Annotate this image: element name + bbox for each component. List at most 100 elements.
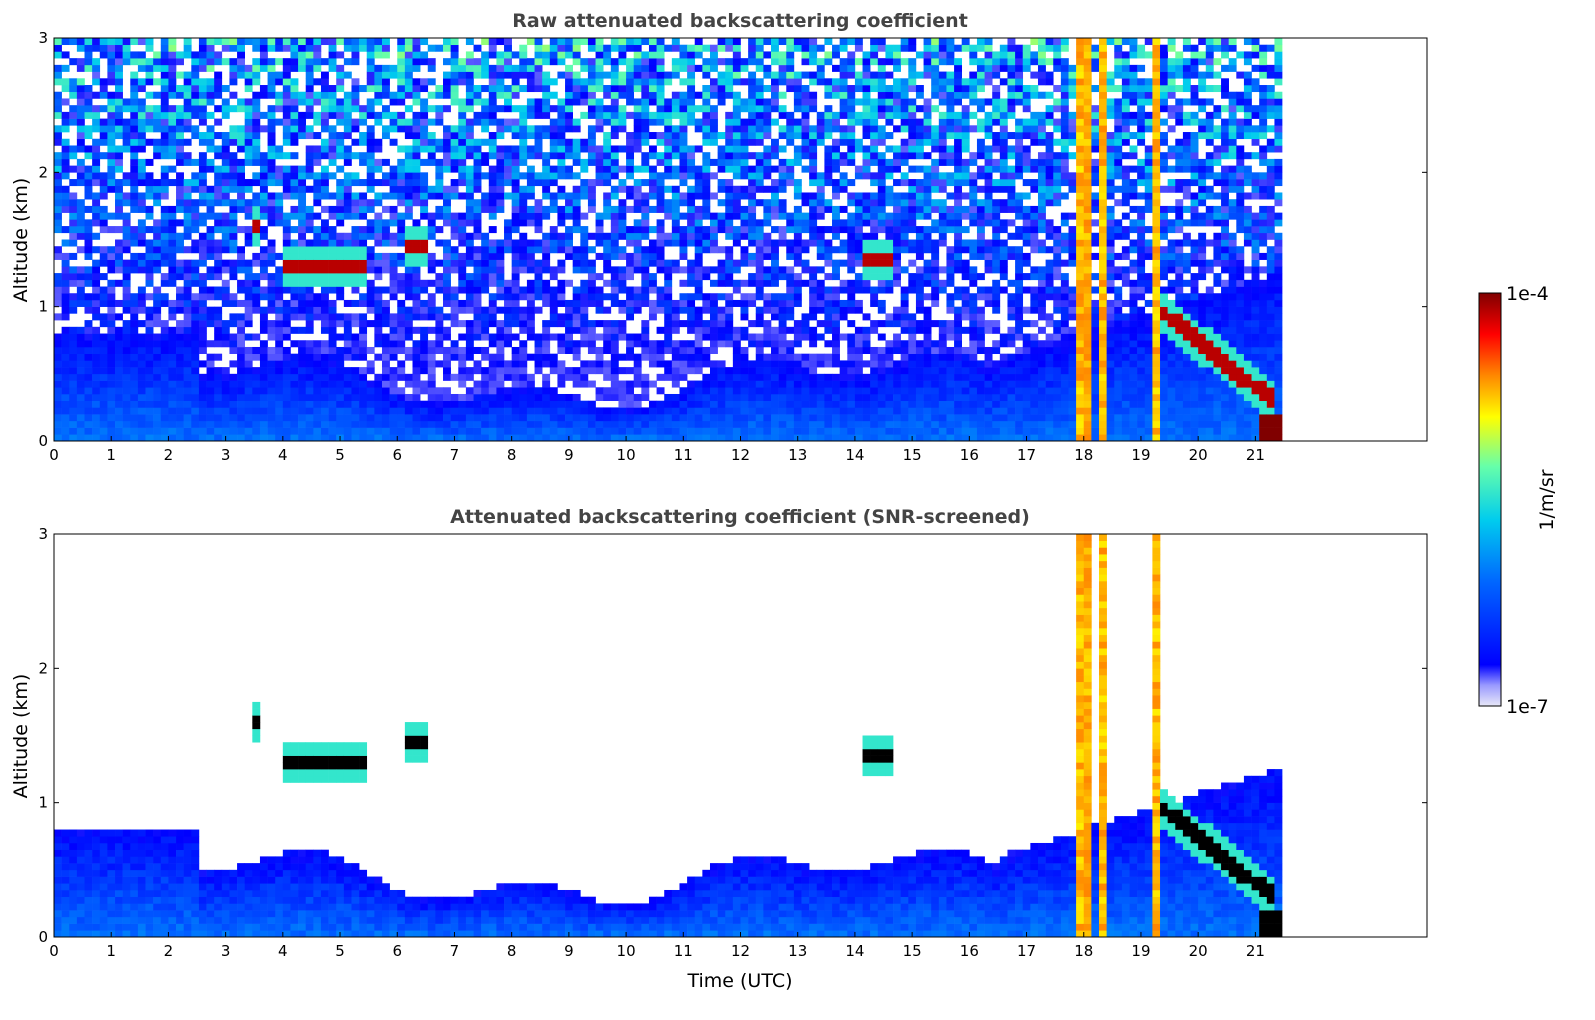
heatmap-cell — [145, 326, 154, 334]
heatmap-cell — [824, 51, 833, 59]
heatmap-cell — [488, 165, 497, 173]
heatmap-cell — [153, 91, 162, 99]
heatmap-cell — [92, 125, 101, 133]
heatmap-cell — [351, 125, 360, 133]
heatmap-cell — [191, 353, 200, 361]
heatmap-cell — [420, 246, 429, 254]
heatmap-cell — [488, 85, 497, 93]
heatmap-cell — [732, 192, 741, 200]
heatmap-cell — [252, 252, 261, 260]
heatmap-cell — [664, 273, 673, 281]
heatmap-cell — [427, 138, 436, 146]
heatmap-cell — [54, 44, 62, 52]
heatmap-cell — [496, 279, 505, 287]
heatmap-cell — [626, 306, 635, 314]
heatmap-cell — [465, 71, 474, 79]
heatmap-cell — [511, 246, 520, 254]
heatmap-cell — [656, 138, 665, 146]
heatmap-cell — [839, 434, 848, 442]
heatmap-cell — [115, 158, 123, 166]
heatmap-cell — [702, 138, 711, 146]
heatmap-cell — [107, 373, 116, 381]
heatmap-cell — [252, 346, 261, 354]
heatmap-cell — [282, 165, 291, 173]
heatmap-cell — [290, 132, 299, 140]
heatmap-cell — [366, 380, 375, 388]
heatmap-cell — [198, 306, 207, 314]
heatmap-cell — [557, 407, 566, 415]
heatmap-cell — [793, 333, 802, 341]
heatmap-cell — [359, 266, 368, 274]
heatmap-cell — [404, 313, 413, 321]
heatmap-cell — [504, 98, 512, 106]
heatmap-cell — [160, 165, 169, 173]
heatmap-cell — [809, 172, 818, 180]
heatmap-cell — [610, 158, 619, 166]
heatmap-cell — [595, 306, 604, 314]
heatmap-cell — [709, 380, 718, 388]
heatmap-cell — [618, 85, 627, 93]
heatmap-cell — [709, 212, 718, 220]
heatmap-cell — [847, 279, 856, 287]
heatmap-cell — [282, 78, 291, 86]
heatmap-cell — [267, 165, 276, 173]
heatmap-cell — [221, 387, 230, 395]
heatmap-cell — [198, 152, 207, 160]
heatmap-cell — [420, 98, 429, 106]
heatmap-cell — [336, 313, 345, 321]
heatmap-cell — [366, 259, 375, 267]
heatmap-cell — [511, 212, 520, 220]
heatmap-cell — [237, 145, 245, 153]
heatmap-cell — [565, 299, 573, 307]
heatmap-cell — [595, 239, 604, 247]
heatmap-cell — [633, 132, 642, 140]
heatmap-cell — [687, 78, 696, 86]
heatmap-cell — [145, 387, 154, 395]
heatmap-cell — [130, 192, 139, 200]
heatmap-cell — [580, 279, 589, 287]
heatmap-cell — [778, 71, 787, 79]
heatmap-cell — [511, 185, 520, 193]
heatmap-cell — [328, 98, 337, 106]
heatmap-cell — [404, 346, 413, 354]
heatmap-cell — [389, 380, 398, 388]
heatmap-cell — [282, 273, 291, 281]
heatmap-cell — [679, 320, 688, 328]
heatmap-cell — [336, 239, 345, 247]
heatmap-cell — [336, 380, 345, 388]
heatmap-cell — [397, 58, 406, 66]
heatmap-cell — [809, 326, 818, 334]
heatmap-cell — [366, 293, 375, 301]
heatmap-cell — [809, 192, 818, 200]
heatmap-cell — [61, 185, 70, 193]
heatmap-cell — [496, 239, 505, 247]
heatmap-cell — [412, 118, 421, 126]
heatmap-cell — [198, 38, 207, 46]
heatmap-cell — [160, 326, 169, 334]
heatmap-cell — [709, 111, 718, 119]
heatmap-cell — [748, 78, 757, 86]
heatmap-cell — [305, 434, 314, 442]
heatmap-cell — [237, 380, 245, 388]
heatmap-cell — [427, 58, 436, 66]
heatmap-cell — [137, 299, 146, 307]
heatmap-cell — [580, 185, 589, 193]
heatmap-cell — [290, 367, 299, 375]
heatmap-cell — [839, 219, 848, 227]
heatmap-cell — [725, 299, 734, 307]
heatmap-cell — [336, 387, 345, 395]
heatmap-cell — [397, 360, 406, 368]
heatmap-cell — [694, 293, 703, 301]
heatmap-cell — [687, 232, 696, 240]
heatmap-cell — [679, 152, 688, 160]
heatmap-cell — [244, 360, 253, 368]
heatmap-cell — [320, 387, 329, 395]
heatmap-cell — [618, 286, 627, 294]
heatmap-cell — [343, 373, 352, 381]
heatmap-cell — [176, 373, 184, 381]
heatmap-cell — [771, 393, 779, 401]
heatmap-cell — [580, 165, 589, 173]
heatmap-cell — [305, 353, 314, 361]
heatmap-cell — [694, 427, 703, 435]
heatmap-cell — [740, 212, 749, 220]
